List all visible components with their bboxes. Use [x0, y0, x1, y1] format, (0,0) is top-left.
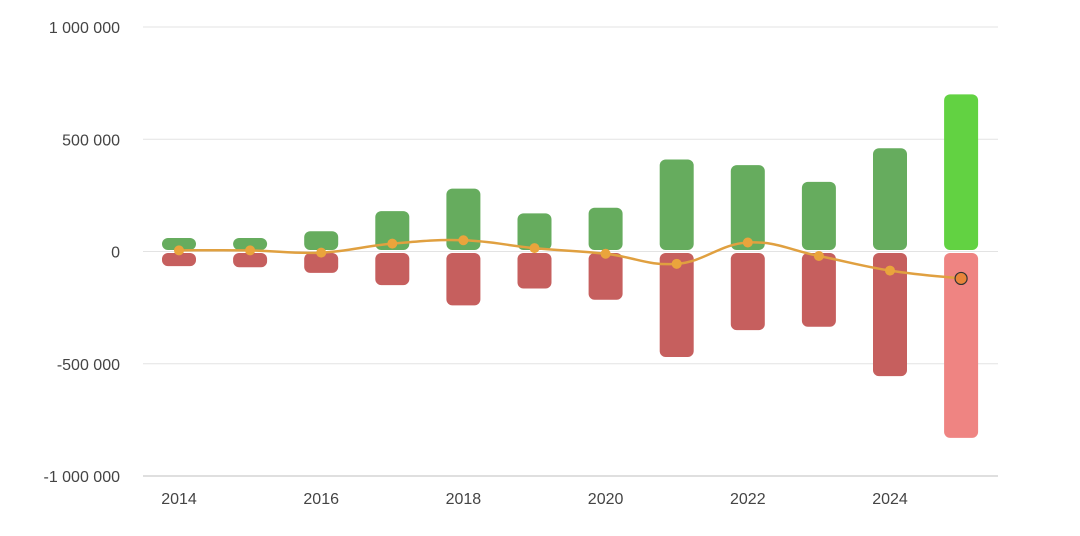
- positive-bar: [659, 159, 694, 250]
- positive-bar: [944, 94, 979, 250]
- x-axis-tick-labels: 2014 2016 2018 2020 2022 2024: [161, 491, 908, 508]
- negative-bar: [944, 253, 979, 438]
- positive-bar: [873, 148, 907, 250]
- line-point: [671, 258, 682, 269]
- negative-bar: [162, 253, 196, 267]
- x-tick-label: 2024: [872, 491, 908, 508]
- line-point: [245, 245, 256, 256]
- negative-bar: [304, 253, 339, 273]
- trend-line: [178, 238, 962, 280]
- x-tick-label: 2022: [730, 491, 766, 508]
- positive-bar: [730, 165, 765, 250]
- line-series: [178, 238, 962, 280]
- line-point: [742, 237, 753, 248]
- y-tick-label: -500 000: [57, 357, 120, 374]
- y-tick-label: -1 000 000: [43, 469, 120, 486]
- line-point: [813, 250, 824, 261]
- negative-bar: [659, 253, 694, 358]
- negative-bar: [873, 253, 907, 377]
- negative-bar: [730, 253, 765, 331]
- positive-bar: [517, 213, 552, 250]
- negative-bar: [446, 253, 481, 306]
- x-tick-label: 2020: [588, 491, 624, 508]
- line-point: [529, 243, 540, 254]
- positive-bar: [588, 207, 623, 250]
- line-markers: [174, 235, 968, 286]
- negative-bar: [588, 253, 623, 300]
- line-point: [174, 245, 184, 256]
- y-axis-tick-labels: 1 000 000 500 000 0 -500 000 -1 000 000: [43, 20, 120, 486]
- line-point-highlighted: [954, 271, 968, 286]
- x-tick-label: 2016: [303, 491, 339, 508]
- positive-bar: [375, 211, 410, 250]
- x-tick-label: 2018: [446, 491, 482, 508]
- positive-bar: [233, 238, 268, 250]
- line-point: [885, 265, 895, 276]
- bar-series: [162, 94, 979, 438]
- line-point: [458, 235, 469, 246]
- y-tick-label: 500 000: [62, 132, 120, 149]
- positive-bar: [162, 238, 196, 250]
- y-tick-label: 1 000 000: [49, 20, 120, 37]
- y-tick-label: 0: [111, 245, 120, 262]
- negative-bar: [375, 253, 410, 286]
- negative-bar: [517, 253, 552, 289]
- line-point: [316, 247, 327, 258]
- positive-bar: [304, 231, 339, 250]
- negative-bar: [233, 253, 268, 268]
- negative-bar: [801, 253, 836, 327]
- positive-bar: [801, 181, 836, 250]
- line-point: [600, 248, 611, 259]
- line-point: [387, 238, 398, 249]
- positive-bar: [446, 188, 481, 250]
- x-tick-label: 2014: [161, 491, 197, 508]
